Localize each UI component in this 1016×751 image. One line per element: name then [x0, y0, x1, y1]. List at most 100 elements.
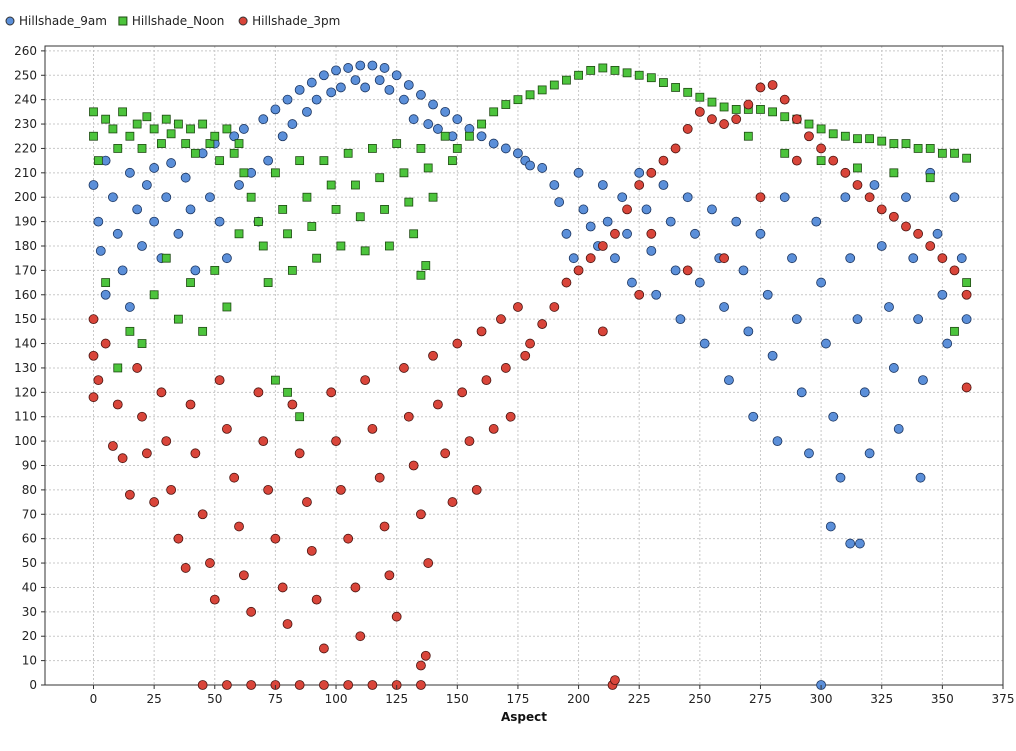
- data-point: [554, 197, 565, 207]
- data-point: [380, 205, 389, 214]
- data-point: [282, 619, 293, 629]
- data-point: [416, 509, 426, 520]
- data-point: [840, 131, 850, 141]
- data-point: [181, 139, 191, 148]
- data-point: [367, 680, 378, 690]
- data-point: [132, 363, 143, 373]
- data-point: [471, 484, 482, 495]
- data-point: [89, 107, 98, 117]
- data-point: [707, 114, 717, 125]
- data-point: [950, 148, 959, 158]
- data-point: [853, 163, 862, 173]
- data-point: [270, 104, 281, 115]
- data-point: [488, 424, 499, 434]
- data-point: [234, 229, 244, 239]
- data-point: [646, 245, 657, 256]
- data-point: [481, 375, 492, 386]
- data-point: [173, 533, 184, 544]
- data-point: [695, 92, 705, 102]
- x-tick-label: 200: [567, 692, 590, 706]
- x-tick-label: 300: [810, 692, 833, 706]
- data-point: [101, 114, 111, 124]
- legend-label: Hillshade_Noon: [132, 14, 225, 28]
- data-point: [149, 124, 159, 134]
- data-point: [307, 222, 317, 231]
- data-point: [234, 139, 244, 148]
- data-point: [913, 144, 923, 153]
- data-point: [351, 180, 360, 190]
- data-point: [319, 680, 329, 690]
- data-point: [88, 314, 99, 325]
- data-point: [416, 144, 426, 153]
- data-point: [756, 105, 765, 114]
- y-tick-label: 50: [22, 556, 37, 570]
- data-point: [876, 204, 887, 215]
- data-point: [391, 611, 402, 622]
- points-layer: [88, 60, 972, 690]
- data-point: [549, 80, 559, 90]
- data-point: [294, 448, 305, 459]
- data-point: [452, 144, 462, 153]
- data-point: [190, 265, 201, 276]
- data-point: [665, 216, 676, 227]
- data-point: [93, 375, 104, 386]
- data-point: [287, 399, 298, 410]
- data-point: [149, 216, 160, 227]
- data-point: [408, 114, 419, 125]
- data-point: [525, 338, 535, 349]
- data-point: [743, 326, 754, 337]
- data-point: [166, 129, 176, 139]
- data-point: [767, 80, 778, 90]
- data-point: [597, 326, 608, 337]
- legend-marker: [118, 16, 128, 26]
- data-point: [840, 192, 851, 203]
- data-point: [185, 399, 196, 410]
- data-point: [229, 131, 240, 142]
- data-point: [258, 436, 269, 447]
- data-point: [525, 160, 535, 171]
- data-point: [384, 241, 394, 251]
- data-point: [622, 68, 632, 78]
- data-point: [440, 106, 451, 117]
- data-point: [477, 119, 486, 129]
- data-point: [578, 204, 589, 215]
- data-point: [440, 131, 450, 141]
- data-point: [161, 253, 171, 263]
- data-point: [690, 228, 700, 239]
- legend: Hillshade_9am Hillshade_Noon Hillshade_3pm: [5, 14, 340, 28]
- x-tick-label: 175: [506, 692, 529, 706]
- data-point: [294, 85, 305, 95]
- data-point: [888, 363, 899, 373]
- data-point: [246, 680, 257, 690]
- data-point: [433, 124, 443, 134]
- data-point: [622, 204, 632, 215]
- data-point: [100, 289, 111, 300]
- data-point: [658, 180, 669, 190]
- data-point: [117, 453, 128, 464]
- data-point: [399, 363, 409, 373]
- data-point: [263, 278, 273, 287]
- data-point: [112, 228, 123, 239]
- data-point: [796, 387, 807, 398]
- data-point: [828, 129, 838, 139]
- data-point: [585, 253, 596, 264]
- data-point: [416, 660, 426, 671]
- data-point: [597, 180, 608, 190]
- data-point: [731, 114, 742, 125]
- data-point: [562, 75, 571, 85]
- data-point: [447, 497, 458, 507]
- data-point: [93, 216, 104, 227]
- data-point: [335, 484, 346, 495]
- data-point: [852, 180, 863, 190]
- y-tick-label: 10: [22, 654, 37, 668]
- data-point: [360, 246, 370, 256]
- data-point: [399, 94, 409, 105]
- data-point: [719, 102, 729, 112]
- data-point: [287, 265, 297, 275]
- data-point: [421, 261, 431, 270]
- data-point: [210, 265, 220, 275]
- data-point: [149, 497, 160, 507]
- data-point: [748, 411, 759, 422]
- data-point: [755, 192, 766, 203]
